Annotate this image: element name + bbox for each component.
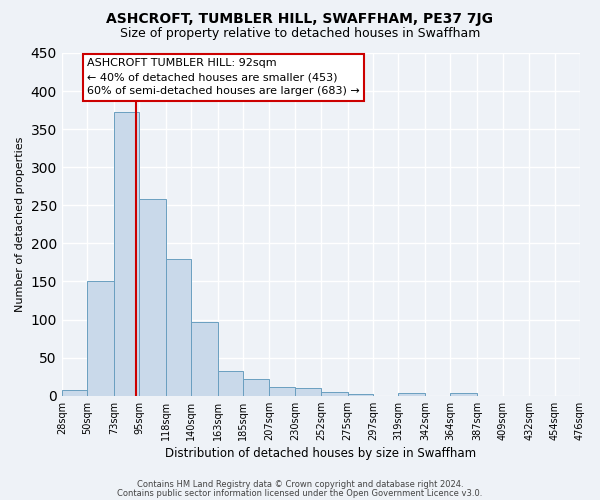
Bar — [451, 392, 477, 396]
Bar — [87, 280, 114, 396]
Bar — [295, 388, 321, 396]
Text: ASHCROFT TUMBLER HILL: 92sqm
← 40% of detached houses are smaller (453)
60% of s: ASHCROFT TUMBLER HILL: 92sqm ← 40% of de… — [87, 58, 360, 96]
Text: Contains HM Land Registry data © Crown copyright and database right 2024.: Contains HM Land Registry data © Crown c… — [137, 480, 463, 489]
Bar — [269, 388, 295, 396]
Text: Contains public sector information licensed under the Open Government Licence v3: Contains public sector information licen… — [118, 488, 482, 498]
Bar — [191, 322, 218, 396]
Bar — [114, 112, 139, 396]
Bar — [218, 370, 244, 396]
X-axis label: Distribution of detached houses by size in Swaffham: Distribution of detached houses by size … — [166, 447, 476, 460]
Bar — [347, 394, 373, 396]
Text: Size of property relative to detached houses in Swaffham: Size of property relative to detached ho… — [120, 28, 480, 40]
Bar — [62, 390, 87, 396]
Y-axis label: Number of detached properties: Number of detached properties — [15, 136, 25, 312]
Bar — [398, 394, 425, 396]
Bar — [244, 379, 269, 396]
Bar — [139, 199, 166, 396]
Bar — [321, 392, 347, 396]
Bar — [166, 260, 191, 396]
Text: ASHCROFT, TUMBLER HILL, SWAFFHAM, PE37 7JG: ASHCROFT, TUMBLER HILL, SWAFFHAM, PE37 7… — [107, 12, 493, 26]
